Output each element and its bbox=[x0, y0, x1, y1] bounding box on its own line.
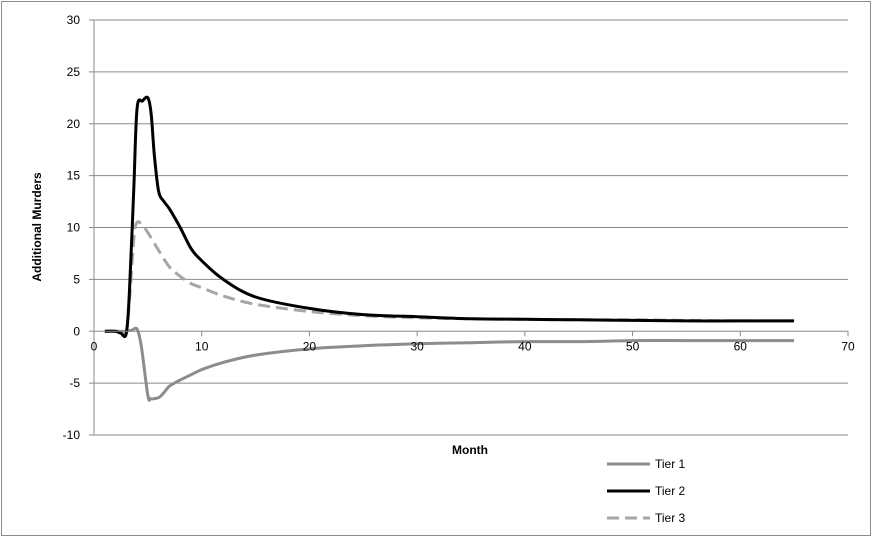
gridlines bbox=[94, 19, 848, 436]
legend-label-tier-3: Tier 3 bbox=[655, 511, 686, 525]
x-tick-label: 60 bbox=[734, 339, 748, 353]
x-axis-title: Month bbox=[452, 443, 488, 457]
y-tick-label: 10 bbox=[67, 221, 81, 235]
legend: Tier 1 Tier 2 Tier 3 bbox=[607, 457, 686, 525]
x-tick-label: 40 bbox=[518, 339, 532, 353]
legend-label-tier-1: Tier 1 bbox=[655, 457, 686, 471]
tick-labels: -10 -5 0 5 10 15 20 25 30 0 10 20 30 40 50 60 70 bbox=[63, 13, 855, 442]
y-tick-label: -10 bbox=[63, 428, 81, 442]
y-tick-label: 20 bbox=[67, 117, 81, 131]
axes bbox=[89, 19, 849, 436]
x-tick-label: 10 bbox=[195, 339, 209, 353]
series-line-tier-1 bbox=[104, 326, 795, 402]
y-tick-label: 30 bbox=[67, 13, 81, 27]
x-tick-label: 0 bbox=[91, 339, 98, 353]
y-tick-label: 15 bbox=[67, 169, 81, 183]
x-tick-label: 70 bbox=[841, 339, 855, 353]
y-axis-title: Additional Murders bbox=[30, 172, 44, 282]
x-tick-label: 30 bbox=[410, 339, 424, 353]
legend-label-tier-2: Tier 2 bbox=[655, 484, 686, 498]
y-tick-label: 0 bbox=[73, 324, 80, 338]
y-tick-label: -5 bbox=[69, 376, 80, 390]
y-tick-label: 25 bbox=[67, 65, 81, 79]
x-tick-label: 50 bbox=[626, 339, 640, 353]
series-line-tier-2 bbox=[104, 95, 795, 339]
x-tick-label: 20 bbox=[303, 339, 317, 353]
y-tick-label: 5 bbox=[73, 272, 80, 286]
series-layer bbox=[104, 95, 795, 402]
